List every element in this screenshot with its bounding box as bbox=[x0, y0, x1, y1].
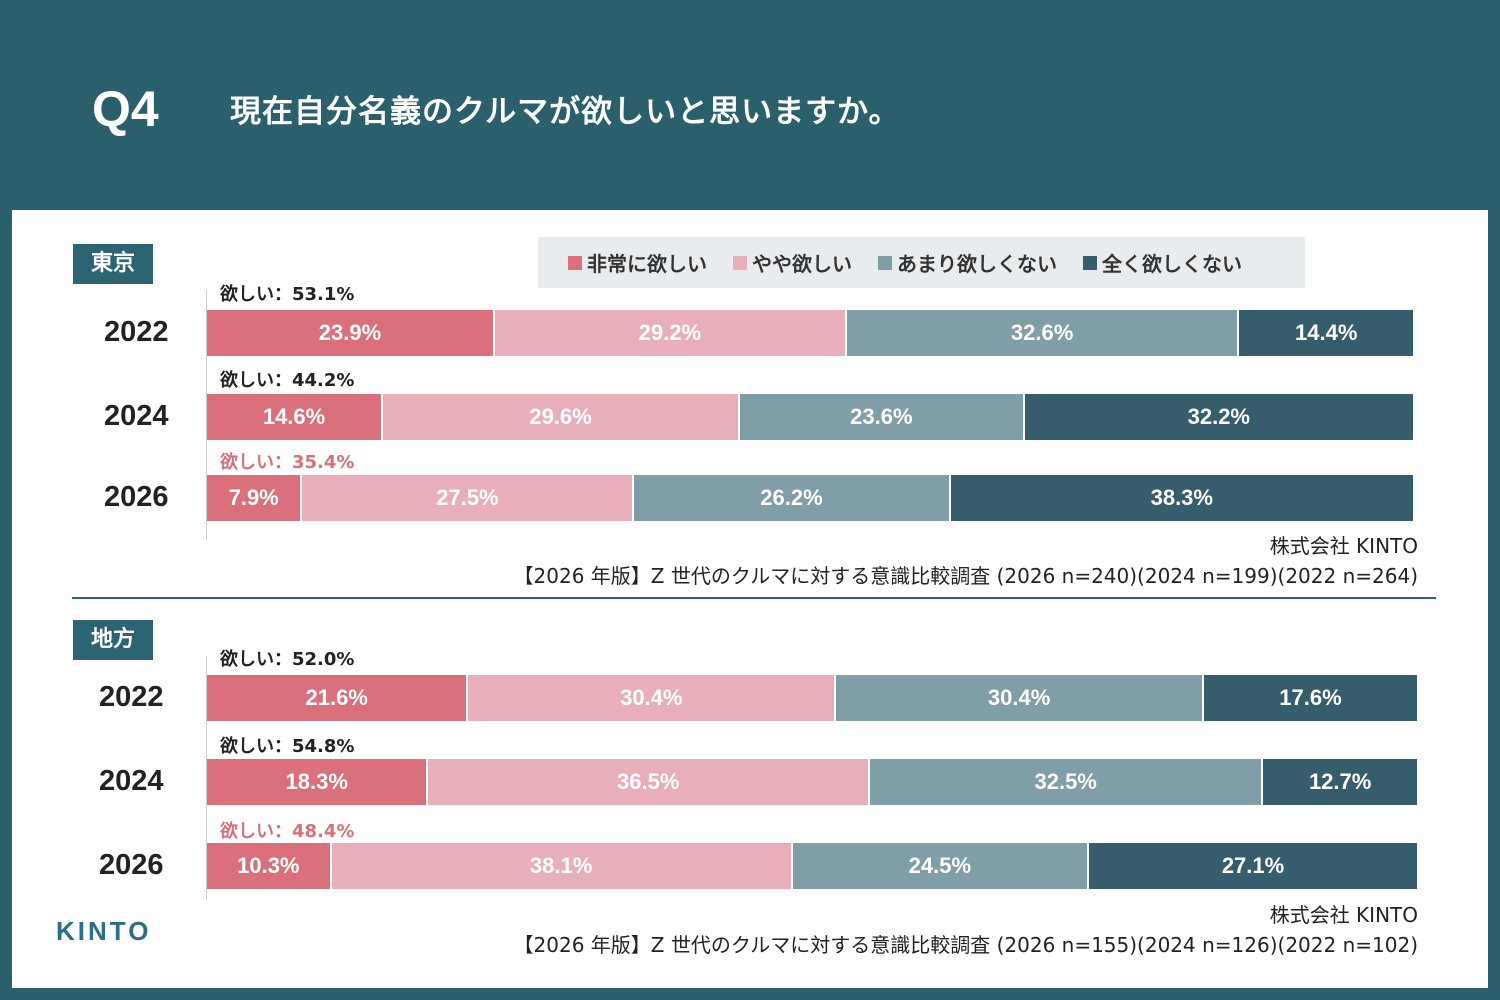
want-total-label: 欲しい：54.8% bbox=[220, 736, 355, 757]
legend-label: 非常に欲しい bbox=[587, 252, 707, 276]
legend-swatch bbox=[878, 255, 892, 270]
year-label: 2024 bbox=[104, 400, 169, 432]
region-tag-tokyo: 東京 bbox=[73, 244, 154, 284]
bar-segment: 29.6% bbox=[383, 394, 741, 440]
bar-segment: 38.1% bbox=[331, 843, 793, 889]
bar-segment: 27.1% bbox=[1089, 843, 1417, 889]
bar-segment: 10.3% bbox=[207, 843, 332, 889]
legend-label: やや欲しい bbox=[752, 252, 852, 276]
chart-panel: 東京 非常に欲しい やや欲しい あまり欲しくない 全く欲しくない 2022 欲しい… bbox=[12, 210, 1488, 988]
year-label: 2022 bbox=[104, 316, 169, 348]
source-company-chiho: 株式会社 KINTO bbox=[1269, 903, 1418, 927]
legend-item: 非常に欲しい bbox=[568, 248, 707, 277]
bar-segment: 21.6% bbox=[207, 675, 469, 721]
bar-segment: 14.6% bbox=[207, 394, 384, 440]
bar-segment: 36.5% bbox=[428, 759, 871, 805]
bar-segment: 17.6% bbox=[1204, 675, 1417, 721]
want-total-label: 欲しい：35.4% bbox=[220, 452, 355, 473]
bar-segment: 32.2% bbox=[1024, 394, 1413, 440]
bar-segment: 23.9% bbox=[207, 310, 495, 356]
bar-segment: 32.5% bbox=[870, 759, 1264, 805]
legend-swatch bbox=[1083, 255, 1097, 270]
stacked-bar: 7.9% 27.5% 26.2% 38.3% bbox=[207, 475, 1413, 521]
year-label: 2022 bbox=[99, 681, 164, 713]
year-label: 2026 bbox=[104, 481, 169, 513]
want-total-label: 欲しい：48.4% bbox=[220, 821, 355, 842]
legend-swatch bbox=[568, 255, 582, 270]
want-total-label: 欲しい：44.2% bbox=[220, 370, 355, 391]
stacked-bar: 14.6% 29.6% 23.6% 32.2% bbox=[207, 394, 1413, 440]
bar-segment: 12.7% bbox=[1263, 759, 1417, 805]
legend-item: やや欲しい bbox=[733, 248, 852, 277]
kinto-logo: KINTO bbox=[56, 916, 152, 946]
stacked-bar: 10.3% 38.1% 24.5% 27.1% bbox=[207, 843, 1417, 889]
region-tag-chiho: 地方 bbox=[73, 620, 154, 660]
bar-segment: 30.4% bbox=[836, 675, 1205, 721]
bar-segment: 26.2% bbox=[634, 475, 951, 521]
want-total-label: 欲しい：52.0% bbox=[220, 649, 355, 670]
legend-label: 全く欲しくない bbox=[1102, 252, 1242, 276]
source-survey-chiho: 【2026 年版】Z 世代のクルマに対する意識比較調査 (2026 n=155)… bbox=[513, 933, 1418, 957]
bar-segment: 18.3% bbox=[207, 759, 429, 805]
bar-segment: 30.4% bbox=[468, 675, 837, 721]
bar-segment: 29.2% bbox=[494, 310, 847, 356]
legend-item: あまり欲しくない bbox=[878, 248, 1057, 277]
want-total-label: 欲しい：53.1% bbox=[220, 284, 355, 305]
stacked-bar: 18.3% 36.5% 32.5% 12.7% bbox=[207, 759, 1417, 805]
legend: 非常に欲しい やや欲しい あまり欲しくない 全く欲しくない bbox=[538, 237, 1305, 288]
category-axis-line bbox=[206, 656, 207, 900]
year-label: 2026 bbox=[99, 849, 164, 881]
question-title: 現在自分名義のクルマが欲しいと思いますか。 bbox=[230, 94, 901, 130]
source-company-tokyo: 株式会社 KINTO bbox=[1269, 534, 1418, 558]
year-label: 2024 bbox=[99, 765, 164, 797]
bar-segment: 32.6% bbox=[846, 310, 1240, 356]
stacked-bar: 21.6% 30.4% 30.4% 17.6% bbox=[207, 675, 1417, 721]
section-divider bbox=[72, 597, 1436, 599]
source-survey-tokyo: 【2026 年版】Z 世代のクルマに対する意識比較調査 (2026 n=240)… bbox=[513, 564, 1418, 588]
bar-segment: 23.6% bbox=[740, 394, 1025, 440]
bar-segment: 24.5% bbox=[792, 843, 1090, 889]
stacked-bar: 23.9% 29.2% 32.6% 14.4% bbox=[207, 310, 1413, 356]
bar-segment: 27.5% bbox=[302, 475, 635, 521]
legend-label: あまり欲しくない bbox=[897, 252, 1057, 276]
legend-item: 全く欲しくない bbox=[1083, 248, 1242, 277]
bar-segment: 14.4% bbox=[1239, 310, 1413, 356]
question-number: Q4 bbox=[92, 81, 159, 137]
bar-segment: 38.3% bbox=[950, 475, 1413, 521]
bar-segment: 7.9% bbox=[207, 475, 303, 521]
category-axis-line bbox=[206, 290, 207, 540]
legend-swatch bbox=[733, 255, 747, 270]
